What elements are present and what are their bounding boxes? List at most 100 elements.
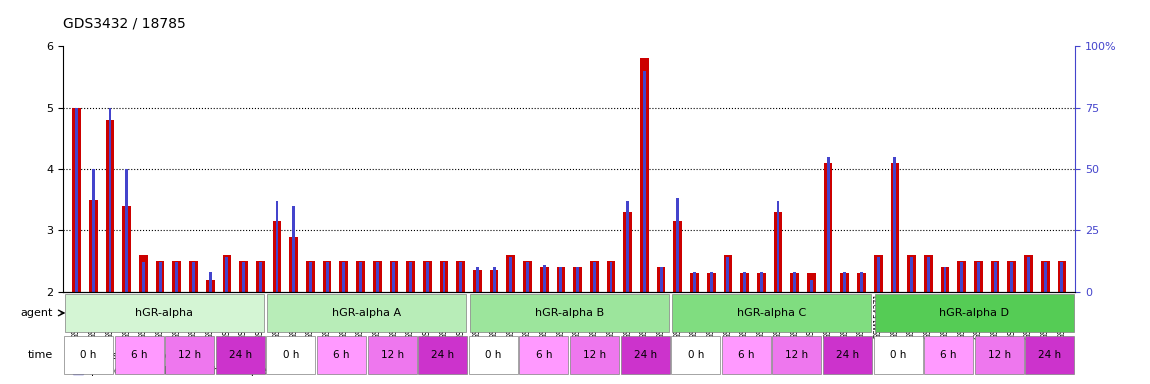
Bar — [990, 261, 999, 292]
Bar — [857, 273, 866, 292]
Text: 6 h: 6 h — [536, 350, 552, 360]
Legend: transformed count, percentile rank within the sample: transformed count, percentile rank withi… — [69, 346, 271, 380]
FancyBboxPatch shape — [419, 336, 467, 374]
Bar — [994, 262, 997, 292]
Text: 0 h: 0 h — [81, 350, 97, 360]
Bar — [106, 120, 114, 292]
Text: time: time — [28, 350, 53, 360]
FancyBboxPatch shape — [925, 336, 973, 374]
Bar — [957, 261, 966, 292]
Bar — [325, 262, 329, 292]
Bar — [139, 255, 148, 292]
Bar — [89, 200, 98, 292]
FancyBboxPatch shape — [520, 336, 568, 374]
Bar — [876, 257, 880, 292]
Text: 12 h: 12 h — [381, 350, 404, 360]
Bar — [192, 262, 196, 292]
Bar — [676, 199, 680, 292]
Bar — [473, 270, 482, 292]
FancyBboxPatch shape — [64, 336, 113, 374]
FancyBboxPatch shape — [267, 336, 315, 374]
FancyBboxPatch shape — [672, 294, 872, 332]
Bar — [239, 261, 248, 292]
Bar — [1058, 261, 1066, 292]
Bar — [843, 272, 846, 292]
Bar — [741, 273, 749, 292]
Text: 0 h: 0 h — [485, 350, 501, 360]
Bar — [276, 201, 278, 292]
Bar — [874, 255, 882, 292]
Bar — [823, 163, 833, 292]
Bar — [1044, 262, 1046, 292]
Bar — [406, 261, 415, 292]
Text: 0 h: 0 h — [283, 350, 299, 360]
Bar — [593, 262, 596, 292]
Text: 24 h: 24 h — [634, 350, 657, 360]
Bar — [974, 261, 983, 292]
Text: hGR-alpha D: hGR-alpha D — [940, 308, 1009, 318]
Bar — [943, 267, 946, 292]
Bar — [590, 261, 599, 292]
FancyBboxPatch shape — [621, 336, 669, 374]
Bar — [927, 257, 929, 292]
Bar — [222, 255, 231, 292]
Bar — [539, 267, 549, 292]
Bar — [155, 261, 164, 292]
FancyBboxPatch shape — [115, 336, 163, 374]
Bar — [492, 267, 496, 292]
Bar — [860, 272, 862, 292]
FancyBboxPatch shape — [874, 294, 1074, 332]
Bar — [125, 169, 128, 292]
Bar — [309, 262, 312, 292]
Bar — [810, 280, 813, 292]
Bar — [209, 272, 212, 292]
FancyBboxPatch shape — [267, 294, 467, 332]
Bar — [523, 261, 532, 292]
Bar — [243, 262, 245, 292]
Bar — [907, 255, 917, 292]
Text: 6 h: 6 h — [738, 350, 754, 360]
Bar — [960, 262, 964, 292]
Bar — [710, 272, 713, 292]
Text: hGR-alpha A: hGR-alpha A — [332, 308, 401, 318]
Bar — [1025, 255, 1033, 292]
FancyBboxPatch shape — [722, 336, 771, 374]
Bar — [409, 262, 412, 292]
Bar — [576, 267, 580, 292]
Bar — [690, 273, 699, 292]
Text: 24 h: 24 h — [431, 350, 454, 360]
Bar — [910, 257, 913, 292]
Text: 12 h: 12 h — [583, 350, 606, 360]
Bar — [108, 108, 112, 292]
FancyBboxPatch shape — [975, 336, 1024, 374]
Bar — [206, 280, 215, 292]
Bar — [75, 108, 78, 292]
Bar — [1011, 262, 1013, 292]
Bar — [760, 272, 762, 292]
Bar — [559, 267, 562, 292]
Text: 0 h: 0 h — [688, 350, 704, 360]
Bar — [827, 157, 829, 292]
Bar — [390, 261, 398, 292]
Bar — [141, 262, 145, 292]
Bar — [306, 261, 315, 292]
Bar — [256, 261, 264, 292]
FancyBboxPatch shape — [1026, 336, 1074, 374]
Bar — [1027, 257, 1030, 292]
Bar — [122, 206, 131, 292]
Bar — [343, 262, 345, 292]
Bar — [359, 262, 362, 292]
Bar — [674, 221, 682, 292]
Bar — [459, 262, 462, 292]
Text: 6 h: 6 h — [941, 350, 957, 360]
Bar — [707, 273, 715, 292]
Bar — [978, 262, 980, 292]
Bar — [273, 221, 282, 292]
Text: hGR-alpha: hGR-alpha — [136, 308, 193, 318]
FancyBboxPatch shape — [317, 336, 366, 374]
Bar — [339, 261, 348, 292]
FancyBboxPatch shape — [823, 336, 872, 374]
Bar — [657, 267, 666, 292]
Bar — [175, 262, 178, 292]
Bar — [1060, 262, 1064, 292]
